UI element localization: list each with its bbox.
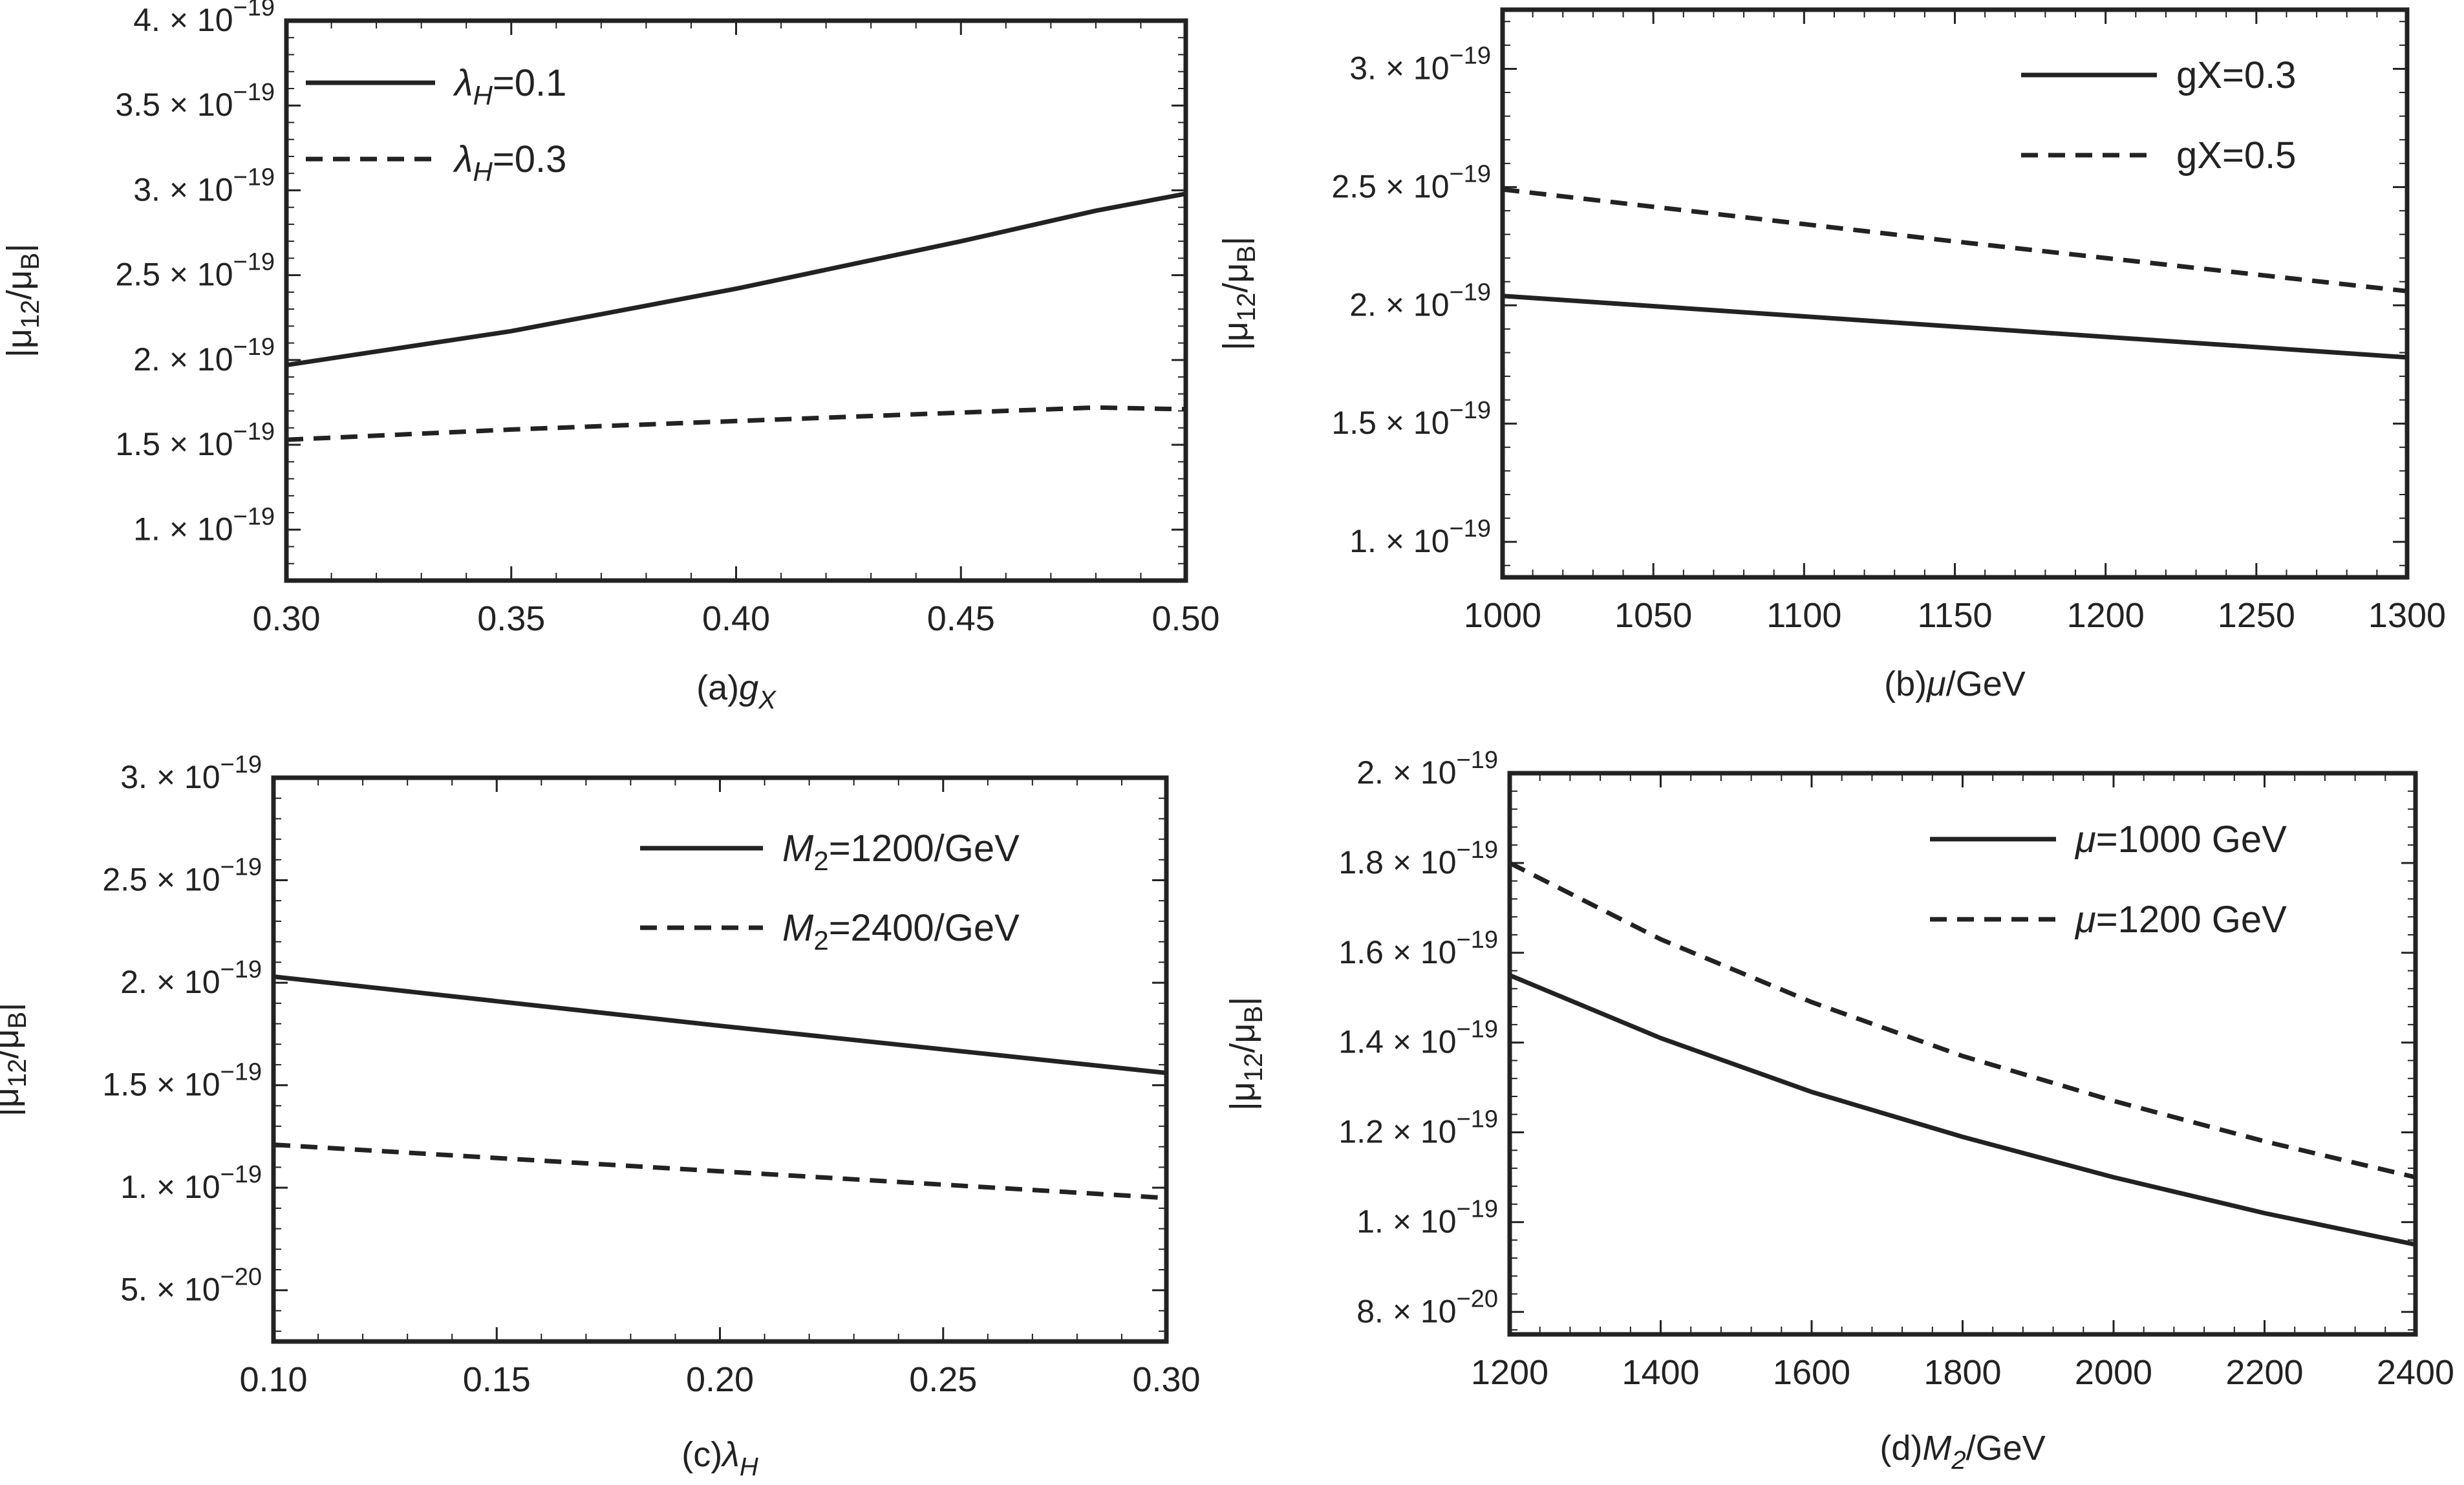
x-tick-label: 1300	[2368, 596, 2446, 635]
x-tick-label: 1600	[1773, 1353, 1850, 1392]
panel-c: 0.10 0.15 0.20 0.25 0.30 5. × 10−20 1. × 10−19…	[0, 751, 1201, 1481]
y-tick-label: 4. × 10−19	[133, 0, 275, 38]
series-line-dashed	[286, 405, 1186, 442]
legend-label: gX=0.5	[2176, 134, 2296, 176]
legend-label: M2=1200/GeV	[782, 828, 1020, 876]
x-tick-label: 0.20	[686, 1360, 754, 1399]
x-axis-caption: (b)μ/GeV	[1884, 665, 2026, 703]
series-line-dashed	[273, 1142, 1167, 1201]
x-tick-label: 1000	[1464, 596, 1541, 635]
legend-label: μ=1200 GeV	[2074, 899, 2287, 941]
y-tick-label: 2. × 10−19	[120, 956, 262, 1000]
y-tick-label: 1. × 10−19	[120, 1161, 262, 1205]
series-line-solid	[1508, 973, 2416, 1247]
x-tick-label: 2200	[2225, 1353, 2303, 1392]
series-line-solid	[286, 191, 1186, 368]
y-tick-label: 8. × 10−20	[1356, 1285, 1498, 1329]
x-tick-label: 0.40	[702, 599, 770, 638]
series-line-solid	[273, 974, 1167, 1076]
y-tick-label: 1.2 × 10−19	[1338, 1106, 1498, 1150]
x-tick-label: 1400	[1622, 1353, 1699, 1392]
x-tick-label: 1800	[1923, 1353, 2001, 1392]
x-tick-label: 0.15	[463, 1360, 531, 1399]
series-line-dashed	[1502, 187, 2408, 294]
x-axis-caption: (d)M2/GeV	[1880, 1429, 2045, 1475]
y-tick-label: 3. × 10−19	[133, 164, 275, 208]
x-tick-label: 0.50	[1152, 599, 1219, 638]
y-tick-label: 1. × 10−19	[1349, 515, 1491, 559]
x-tick-label: 0.30	[1132, 1360, 1200, 1399]
y-tick-label: 2.5 × 10−19	[1331, 160, 1491, 204]
x-tick-label: 1200	[1471, 1353, 1548, 1392]
x-tick-label: 1250	[2218, 596, 2295, 635]
y-tick-label: 2.5 × 10−19	[102, 854, 262, 898]
legend-label: gX=0.3	[2176, 54, 2296, 96]
x-tick-label: 0.10	[239, 1360, 307, 1399]
y-tick-label: 2. × 10−19	[1356, 747, 1498, 791]
y-tick-label: 1.5 × 10−19	[115, 418, 275, 462]
y-tick-label: 1.5 × 10−19	[102, 1059, 262, 1103]
y-tick-label: 1. × 10−19	[133, 503, 275, 547]
legend-label: λH=0.1	[453, 62, 566, 111]
y-tick-label: 2.5 × 10−19	[115, 249, 275, 293]
x-tick-label: 0.35	[477, 599, 545, 638]
y-axis-label: |μ12/μB|	[1216, 237, 1261, 350]
y-tick-label: 3. × 10−19	[120, 751, 262, 795]
panel-b: 1000 1050 1100 1150 1200 1250 1300 1. × 10−19 1.…	[1216, 7, 2446, 703]
y-tick-label: 5. × 10−20	[120, 1264, 262, 1308]
legend-label: μ=1000 GeV	[2074, 818, 2287, 860]
y-tick-label: 3.5 × 10−19	[115, 79, 275, 123]
x-tick-label: 1100	[1766, 596, 1841, 635]
x-tick-label: 1200	[2067, 596, 2145, 635]
y-tick-label: 3. × 10−19	[1349, 42, 1491, 86]
y-tick-label: 1.8 × 10−19	[1338, 837, 1498, 881]
x-tick-label: 1050	[1614, 596, 1692, 635]
x-tick-label: 0.25	[909, 1360, 977, 1399]
y-axis-label: |μ12/μB|	[1223, 997, 1268, 1111]
series-line-solid	[1502, 294, 2408, 360]
x-tick-label: 1150	[1917, 596, 1992, 635]
y-tick-label: 1.4 × 10−19	[1338, 1016, 1498, 1060]
legend-label: M2=2400/GeV	[782, 907, 1020, 956]
x-axis-caption: (a)gX	[696, 668, 777, 714]
panel-d: 1200 1400 1600 1800 2000 2200 2400 8. × 10−20 1.…	[1223, 747, 2454, 1475]
y-axis-label: |μ12/μB|	[0, 244, 45, 358]
y-tick-label: 2. × 10−19	[133, 334, 275, 378]
y-tick-label: 1. × 10−19	[1356, 1195, 1498, 1239]
plot-frame	[284, 18, 1188, 583]
y-axis-label: |μ12/μB|	[0, 1003, 32, 1116]
x-tick-label: 0.45	[927, 599, 995, 638]
panel-a: 0.30 0.35 0.40 0.45 0.50 1. × 10−19 1.5 × 10−1…	[0, 0, 1220, 714]
x-tick-label: 2000	[2075, 1353, 2152, 1392]
legend-label: λH=0.3	[453, 138, 566, 187]
series-line-dashed	[1508, 860, 2416, 1180]
y-tick-label: 1.5 × 10−19	[1331, 397, 1491, 441]
y-tick-label: 2. × 10−19	[1349, 279, 1491, 323]
x-axis-caption: (c)λH	[681, 1435, 758, 1481]
x-tick-label: 2400	[2377, 1353, 2454, 1392]
y-tick-label: 1.6 × 10−19	[1338, 926, 1498, 970]
x-tick-label: 0.30	[252, 599, 320, 638]
